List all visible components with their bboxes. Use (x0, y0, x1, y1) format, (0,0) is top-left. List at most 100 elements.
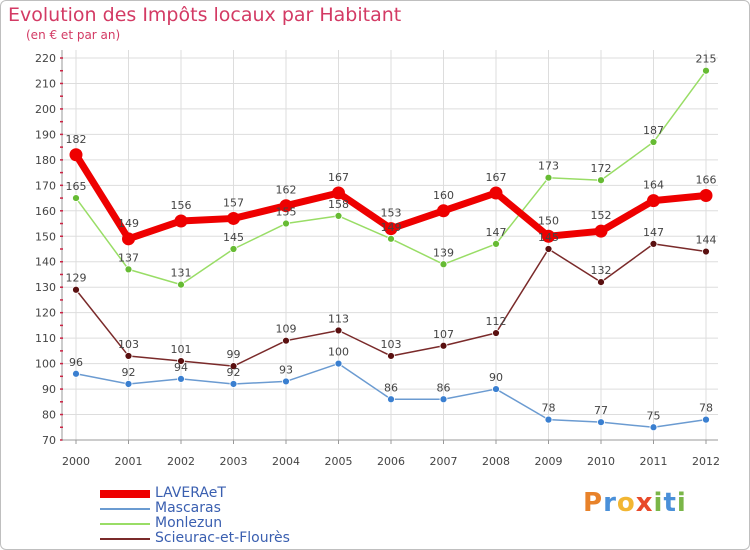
data-point (489, 186, 503, 200)
data-label: 103 (118, 338, 139, 351)
data-label: 101 (171, 343, 192, 356)
data-label: 137 (118, 251, 139, 264)
data-point (282, 336, 290, 345)
y-tick-label: 180 (35, 154, 56, 167)
data-point (702, 415, 710, 424)
data-label: 96 (69, 356, 83, 369)
data-point (174, 214, 188, 228)
data-point (72, 285, 80, 294)
data-label: 187 (643, 124, 664, 137)
proxiti-logo: Proxiti (583, 488, 687, 518)
data-point (229, 245, 238, 253)
data-label: 109 (276, 323, 297, 336)
y-tick-label: 150 (35, 230, 56, 243)
x-tick-label: 2001 (115, 455, 143, 468)
data-point (439, 260, 448, 269)
x-tick-label: 2000 (62, 455, 90, 468)
data-point (649, 423, 658, 432)
data-label: 86 (437, 381, 451, 394)
x-tick-label: 2012 (692, 455, 720, 468)
data-label: 86 (384, 381, 398, 394)
legend-label: Mascaras (155, 500, 221, 516)
data-point (542, 229, 555, 243)
x-tick-label: 2011 (640, 455, 668, 468)
legend-swatch (100, 522, 150, 525)
x-tick-label: 2009 (535, 455, 563, 468)
x-tick-label: 2004 (272, 455, 300, 468)
data-point (492, 329, 500, 337)
x-tick-label: 2003 (220, 455, 248, 468)
data-point (72, 369, 80, 378)
logo-letter: x (635, 488, 654, 518)
data-point (334, 326, 343, 335)
logo-letter: P (583, 488, 604, 518)
data-point (72, 194, 80, 202)
data-label: 167 (486, 171, 507, 184)
data-point (69, 148, 83, 162)
data-label: 160 (433, 189, 454, 202)
data-label: 90 (489, 371, 503, 384)
y-tick-label: 220 (35, 52, 56, 65)
data-point (334, 359, 343, 368)
data-label: 99 (227, 348, 241, 361)
legend-label: Monlezun (155, 515, 223, 531)
data-point (177, 374, 185, 383)
chart-title: Evolution des Impôts locaux par Habitant (8, 4, 402, 26)
data-point (387, 352, 395, 360)
data-point (332, 186, 345, 200)
data-label: 215 (696, 53, 717, 66)
data-point (177, 357, 185, 365)
legend-label: Scieurac-et-Flourès (155, 530, 290, 546)
y-tick-label: 210 (35, 77, 56, 90)
data-point (124, 380, 133, 388)
data-point (384, 222, 398, 236)
legend-label: LAVERAeT (155, 485, 226, 501)
data-label: 112 (486, 315, 507, 328)
data-label: 164 (643, 179, 664, 192)
data-label: 182 (66, 133, 87, 146)
data-point (702, 247, 710, 256)
data-point (124, 265, 133, 274)
legend-item: Mascaras (100, 501, 290, 516)
data-label: 149 (118, 217, 139, 230)
x-tick-label: 2010 (587, 455, 615, 468)
data-label: 173 (538, 160, 559, 173)
data-label: 78 (699, 402, 713, 415)
data-label: 144 (696, 234, 717, 247)
x-tick-label: 2005 (325, 455, 353, 468)
data-label: 139 (433, 246, 454, 259)
data-point (647, 194, 660, 208)
data-label: 147 (486, 226, 507, 239)
data-label: 93 (279, 363, 293, 376)
data-point (544, 173, 553, 182)
y-tick-label: 120 (35, 307, 56, 320)
data-point (227, 211, 240, 225)
y-tick-label: 190 (35, 128, 56, 141)
data-label: 150 (538, 214, 559, 227)
data-point (177, 280, 185, 289)
data-label: 113 (328, 312, 349, 325)
data-point (437, 204, 450, 218)
data-point (122, 232, 135, 246)
data-point (649, 138, 658, 146)
y-tick-label: 160 (35, 205, 56, 218)
legend: LAVERAeT Mascaras Monlezun Scieurac-et-Flou… (100, 486, 290, 546)
legend-swatch (100, 489, 150, 498)
data-point (597, 176, 605, 185)
data-label: 92 (122, 366, 136, 379)
legend-swatch (100, 537, 150, 540)
y-tick-label: 200 (35, 103, 56, 116)
data-label: 172 (591, 162, 612, 175)
data-point (699, 189, 713, 203)
data-label: 107 (433, 328, 454, 341)
data-point (544, 245, 553, 253)
x-tick-label: 2002 (167, 455, 195, 468)
data-point (279, 199, 293, 213)
data-point (229, 380, 238, 388)
data-label: 166 (696, 174, 717, 187)
data-label: 75 (647, 409, 661, 422)
data-point (282, 219, 290, 228)
data-point (594, 224, 608, 238)
data-point (492, 385, 500, 393)
